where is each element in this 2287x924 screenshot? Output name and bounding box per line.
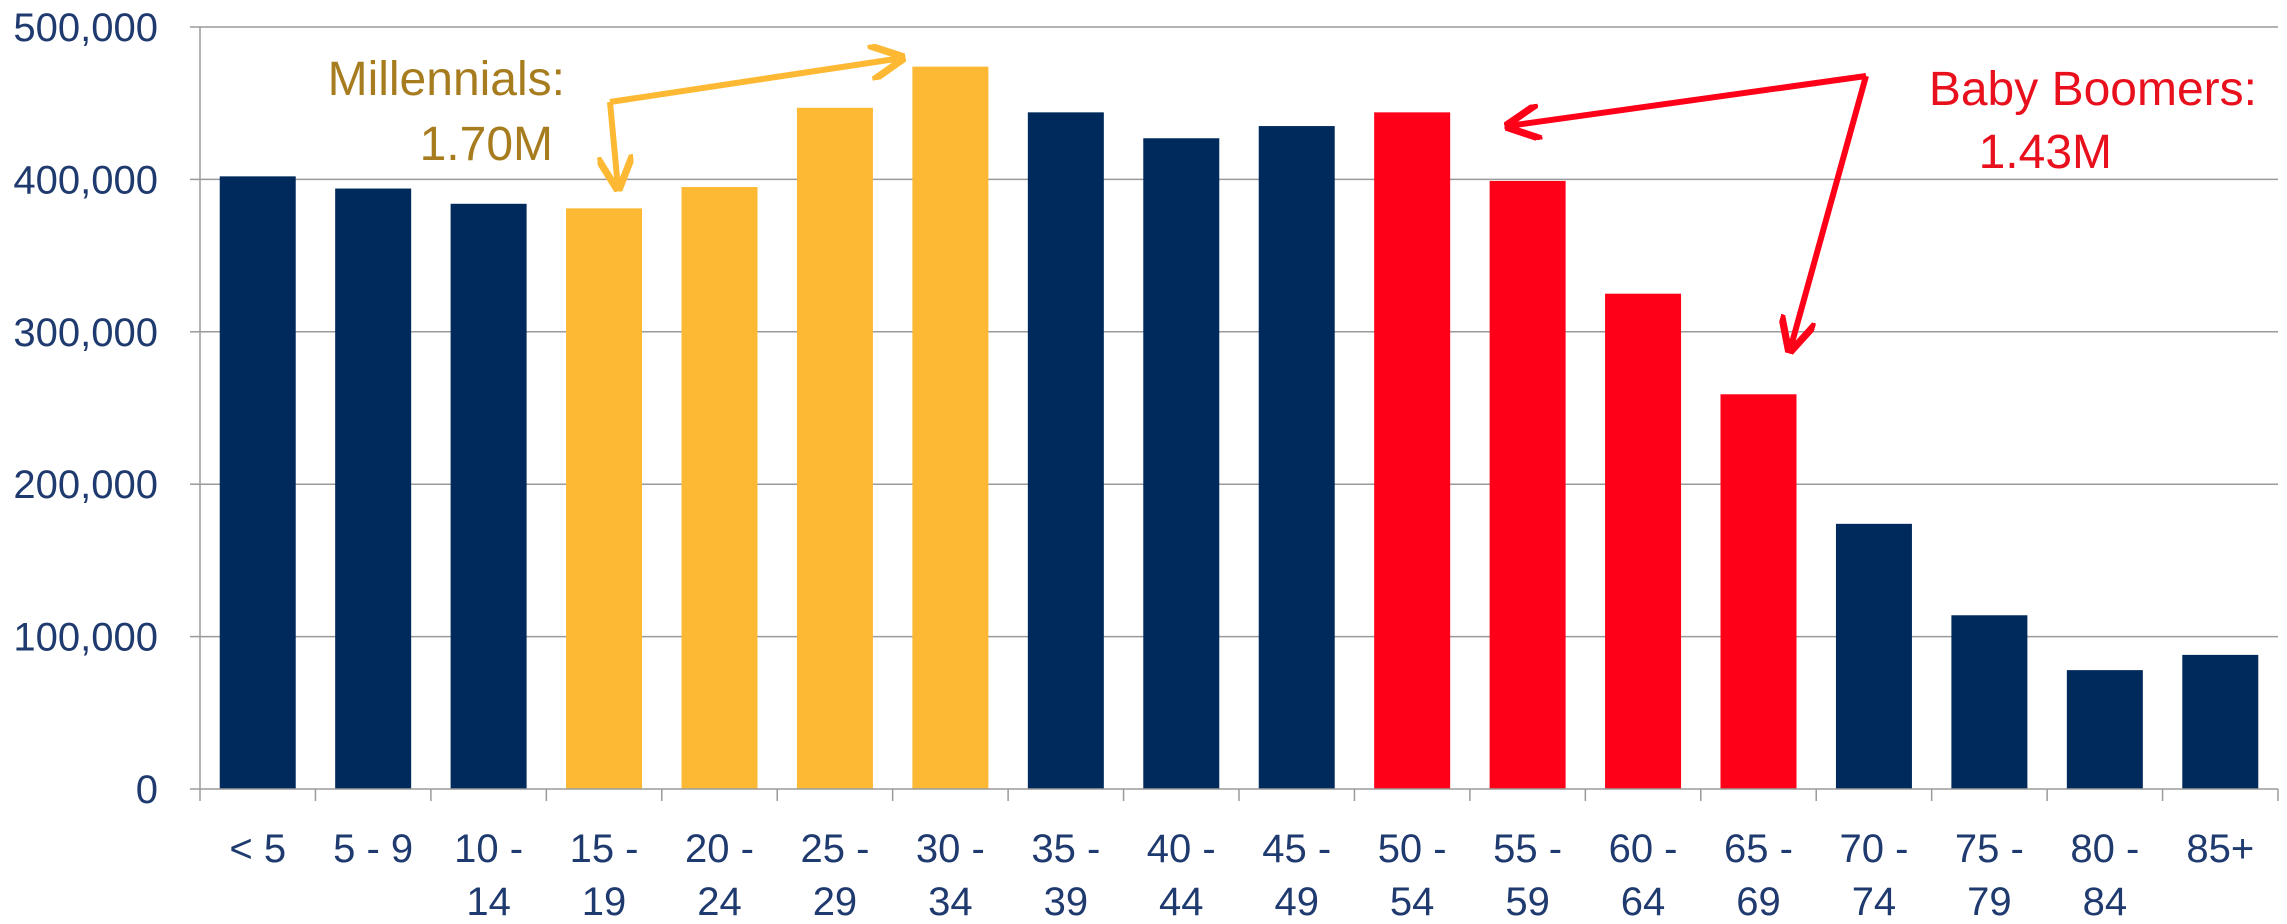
x-tick-label: 45 - (1262, 827, 1331, 871)
x-tick-label: 60 - (1609, 827, 1678, 871)
millennials-annotation: Millennials: 1.70M (328, 53, 902, 188)
x-tick-label: 14 (466, 880, 511, 924)
bar (450, 203, 527, 789)
bar (566, 208, 643, 789)
millennials-arrow-to-15-19 (610, 101, 618, 188)
gridlines (200, 26, 2278, 638)
x-tick-label: 85+ (2186, 827, 2254, 871)
x-tick-label: 69 (1736, 880, 1781, 924)
x-tick-label: 74 (1852, 880, 1897, 924)
bar (912, 66, 989, 789)
bar (1258, 126, 1335, 789)
boomers-annotation: Baby Boomers: 1.43M (1508, 63, 2257, 350)
x-tick-label: 55 - (1493, 827, 1562, 871)
x-tick-label: 80 - (2070, 827, 2139, 871)
bars (219, 66, 2259, 790)
y-tick-label: 500,000 (13, 6, 158, 50)
x-tick-label: 79 (1967, 880, 2012, 924)
x-tick-label: 75 - (1955, 827, 2024, 871)
x-tick-label: < 5 (229, 827, 286, 871)
x-tick-label: 25 - (800, 827, 869, 871)
bar (1951, 615, 2028, 789)
x-tick-label: 59 (1505, 880, 1550, 924)
bar (1720, 394, 1797, 789)
x-tick-label: 64 (1621, 880, 1666, 924)
x-tick-label: 19 (582, 880, 627, 924)
x-tick-label: 65 - (1724, 827, 1793, 871)
y-tick-label: 100,000 (13, 616, 158, 660)
bar (2066, 670, 2143, 789)
x-tick-label: 50 - (1378, 827, 1447, 871)
x-axis-labels: < 5 5 - 9 10 - 14 15 - 19 20 - 24 25 - 29 30 - 34 35… (229, 827, 2254, 924)
x-tick-label: 34 (928, 880, 973, 924)
x-tick-label: 44 (1159, 880, 1204, 924)
y-tick-label: 0 (136, 768, 158, 812)
bar (681, 187, 758, 789)
x-axis (199, 27, 2279, 801)
x-tick-label: 20 - (685, 827, 754, 871)
x-tick-label: 24 (697, 880, 742, 924)
bar (1605, 293, 1682, 789)
y-axis-ticks: 0 100,000 200,000 300,000 400,000 500,000 (13, 6, 200, 812)
y-tick-label: 200,000 (13, 463, 158, 507)
bar (2182, 654, 2259, 789)
x-tick-label: 5 - 9 (333, 827, 413, 871)
x-tick-label: 15 - (570, 827, 639, 871)
boomers-label-line2: 1.43M (1979, 126, 2112, 179)
millennials-label-line2: 1.70M (420, 118, 553, 171)
x-tick-label: 30 - (916, 827, 985, 871)
bar (219, 176, 296, 790)
x-tick-label: 35 - (1031, 827, 1100, 871)
y-tick-label: 400,000 (13, 158, 158, 202)
boomers-arrow-to-50-54 (1508, 73, 1867, 126)
x-tick-label: 70 - (1839, 827, 1908, 871)
x-tick-label: 10 - (454, 827, 523, 871)
bar (1835, 523, 1912, 789)
bar (1489, 180, 1566, 789)
millennials-arrow-to-30-34 (609, 58, 902, 105)
x-tick-label: 84 (2083, 880, 2128, 924)
x-tick-label: 29 (813, 880, 858, 924)
x-tick-label: 40 - (1147, 827, 1216, 871)
bar (1143, 138, 1220, 789)
bar (796, 107, 873, 790)
bar (1374, 112, 1451, 790)
x-tick-label: 49 (1274, 880, 1319, 924)
millennials-label-line1: Millennials: (328, 53, 565, 106)
y-tick-label: 300,000 (13, 311, 158, 355)
boomers-arrow-to-65-69 (1790, 75, 1869, 350)
boomers-label-line1: Baby Boomers: (1929, 63, 2257, 116)
bar (335, 188, 412, 789)
bar (1027, 112, 1104, 790)
x-tick-label: 54 (1390, 880, 1435, 924)
x-tick-label: 39 (1044, 880, 1089, 924)
